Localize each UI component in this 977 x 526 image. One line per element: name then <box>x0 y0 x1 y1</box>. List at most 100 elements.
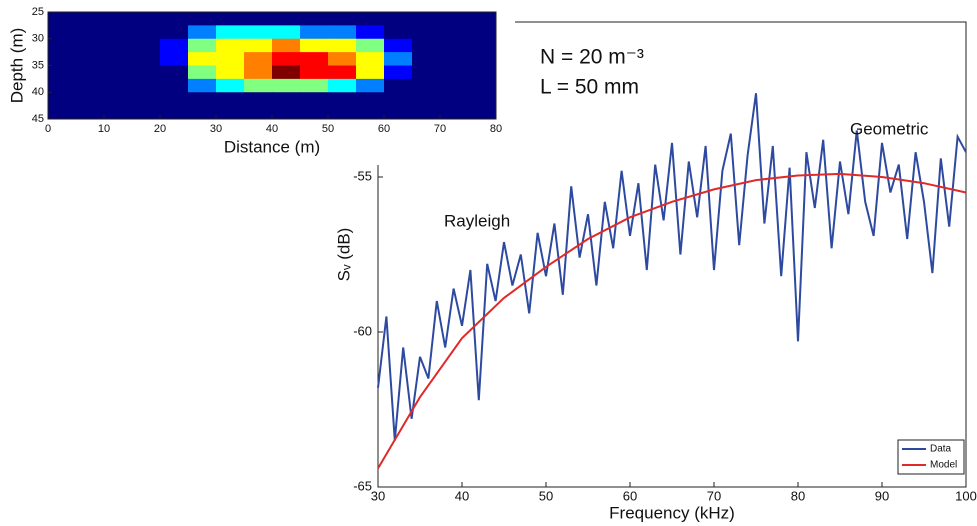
heat-cell <box>48 65 77 80</box>
x-tick-label: 40 <box>266 123 278 135</box>
x-tick-label: 50 <box>539 488 553 503</box>
heat-cell <box>412 65 441 80</box>
heat-cell <box>216 65 245 80</box>
heat-cell <box>160 25 189 40</box>
heat-cell <box>216 92 245 107</box>
heat-cell <box>328 65 357 80</box>
heat-cell <box>132 38 161 53</box>
heat-cell <box>272 12 301 26</box>
heat-cell <box>104 12 133 26</box>
annotation: Geometric <box>850 119 929 138</box>
heat-cell <box>468 52 497 66</box>
heat-cell <box>272 92 301 107</box>
y-axis-label: Sᵥ (dB) <box>334 228 353 282</box>
heat-cell <box>132 92 161 107</box>
heat-cell <box>132 105 161 120</box>
heat-cell <box>104 78 133 93</box>
heat-cell <box>216 52 245 66</box>
heat-cell <box>188 92 217 107</box>
heat-cell <box>272 52 301 66</box>
y-tick-label: -65 <box>353 478 372 493</box>
heat-cell <box>76 12 105 26</box>
heat-cell <box>300 25 329 40</box>
data-line <box>377 172 967 469</box>
y-tick-label: 35 <box>32 59 44 71</box>
heat-cell <box>188 78 217 93</box>
heat-cell <box>76 105 105 120</box>
heat-cell <box>440 105 469 120</box>
heat-cell <box>440 52 469 66</box>
heat-cell <box>440 78 469 93</box>
heat-cell <box>384 105 413 120</box>
heat-cell <box>48 12 77 26</box>
x-tick-label: 60 <box>378 123 390 135</box>
heat-cell <box>104 65 133 80</box>
heat-cell <box>384 92 413 107</box>
heat-cell <box>76 25 105 40</box>
heat-cell <box>328 78 357 93</box>
heat-cell <box>440 12 469 26</box>
heat-cell <box>272 105 301 120</box>
heat-cell <box>468 12 497 26</box>
heat-cell <box>412 52 441 66</box>
y-tick-label: 45 <box>32 113 44 125</box>
heat-cell <box>384 38 413 53</box>
heat-cell <box>412 92 441 107</box>
heat-cell <box>76 38 105 53</box>
heat-cell <box>384 12 413 26</box>
heat-cell <box>76 65 105 80</box>
heat-cell <box>272 38 301 53</box>
heat-cell <box>188 65 217 80</box>
heat-cell <box>300 78 329 93</box>
heat-cell <box>76 92 105 107</box>
heat-cell <box>440 25 469 40</box>
x-tick-label: 70 <box>434 123 446 135</box>
heat-cell <box>300 105 329 120</box>
heat-cell <box>356 92 385 107</box>
heat-cell <box>244 38 273 53</box>
heat-cell <box>356 12 385 26</box>
heat-cell <box>104 52 133 66</box>
heat-cell <box>412 78 441 93</box>
x-tick-label: 30 <box>210 123 222 135</box>
heat-cell <box>356 78 385 93</box>
heat-cell <box>160 92 189 107</box>
heat-cell <box>356 52 385 66</box>
heat-cell <box>272 78 301 93</box>
heat-cell <box>216 38 245 53</box>
heat-cell <box>468 92 497 107</box>
heat-cell <box>188 38 217 53</box>
heat-cell <box>188 52 217 66</box>
heat-cell <box>76 78 105 93</box>
heat-cell <box>244 12 273 26</box>
heat-cell <box>244 52 273 66</box>
x-tick-label: 60 <box>623 488 637 503</box>
y-tick-label: 40 <box>32 86 44 98</box>
heat-cell <box>300 38 329 53</box>
x-axis-label: Frequency (kHz) <box>609 503 735 522</box>
heat-cell <box>328 52 357 66</box>
x-tick-label: 10 <box>98 123 110 135</box>
heat-cell <box>244 25 273 40</box>
y-tick-label: -55 <box>353 168 372 183</box>
heat-cell <box>244 65 273 80</box>
x-axis-label: Distance (m) <box>224 137 320 156</box>
x-tick-label: 50 <box>322 123 334 135</box>
heat-cell <box>48 78 77 93</box>
heat-cell <box>272 25 301 40</box>
x-tick-label: 20 <box>154 123 166 135</box>
heat-cell <box>160 38 189 53</box>
heat-cell <box>132 78 161 93</box>
legend-box <box>897 439 965 475</box>
heat-cell <box>440 65 469 80</box>
heat-cell <box>412 12 441 26</box>
heat-cell <box>328 105 357 120</box>
heat-cell <box>300 92 329 107</box>
heat-cell <box>384 78 413 93</box>
heat-cell <box>216 12 245 26</box>
heat-cell <box>160 52 189 66</box>
heat-cell <box>272 65 301 80</box>
y-tick-label: 30 <box>32 33 44 45</box>
x-tick-label: 0 <box>45 123 51 135</box>
heat-cell <box>328 38 357 53</box>
